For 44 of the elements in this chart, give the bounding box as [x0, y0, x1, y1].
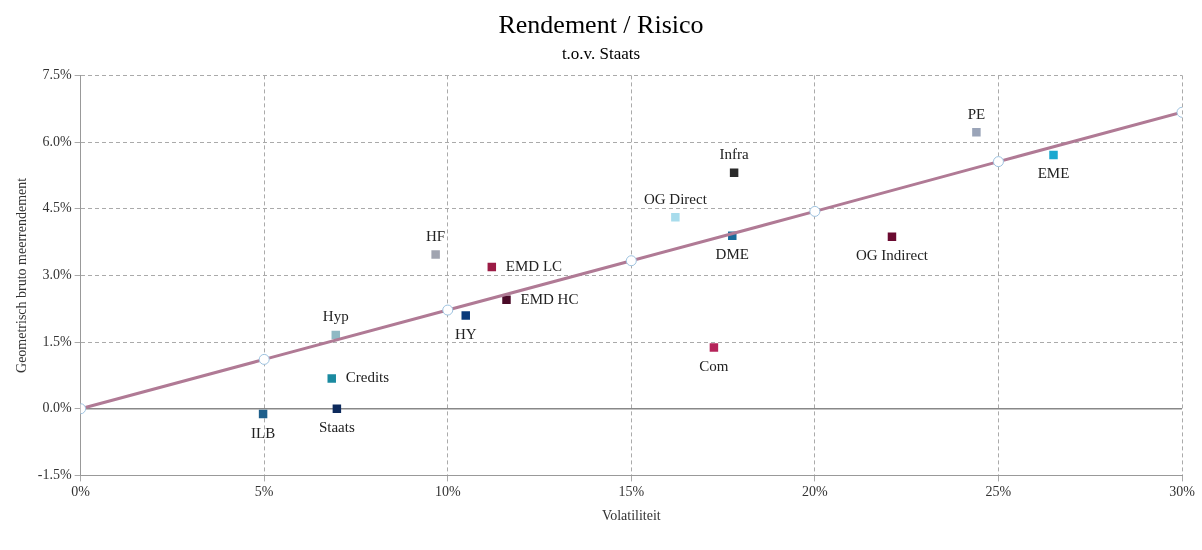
x-tick-label: 15%: [618, 484, 645, 500]
y-tick-label: 0.0%: [42, 400, 72, 416]
y-tick-label: 3.0%: [42, 267, 72, 283]
point: [709, 343, 719, 352]
y-tick-label: 1.5%: [42, 333, 72, 349]
x-tick-label: 0%: [71, 484, 91, 500]
series-label: Com: [699, 357, 729, 374]
y-tick-label: 7.5%: [42, 67, 72, 83]
chart-title: Rendement / Risico: [497, 10, 705, 40]
series-label: HY: [454, 325, 477, 342]
y-axis-title: Geometrisch bruto meerrendement: [14, 177, 30, 373]
series-label: ILB: [251, 424, 276, 441]
series-label: DME: [715, 246, 749, 263]
series-label: OG Indirect: [855, 247, 929, 264]
point: [729, 168, 739, 177]
x-tick-label: 25%: [985, 484, 1012, 500]
chart-subtitle: t.o.v. Staats: [560, 44, 642, 64]
series-label: PE: [967, 105, 986, 122]
point: [461, 311, 470, 320]
point: [972, 128, 981, 137]
point: [671, 212, 680, 222]
x-tick-label: 20%: [802, 484, 829, 500]
series-label: Infra: [719, 146, 750, 163]
series-label: EMD LC: [505, 257, 563, 274]
point: [431, 250, 440, 259]
series-label: HF: [426, 227, 446, 244]
y-tick-label: 6.0%: [42, 133, 72, 149]
x-axis-title: Volatiliteit: [601, 508, 661, 524]
series-label: OG Direct: [643, 190, 708, 207]
point: [332, 404, 342, 413]
x-tick-label: 5%: [254, 484, 274, 500]
point: [327, 374, 336, 383]
point: [502, 295, 511, 305]
series-label: Credits: [345, 369, 390, 386]
x-tick-label: 30%: [1169, 484, 1196, 500]
series-label: Hyp: [322, 308, 349, 325]
y-tick-label: -1.5%: [37, 467, 72, 483]
point: [887, 232, 897, 241]
series-label: Staats: [318, 419, 355, 436]
series-label: EMD HC: [520, 290, 579, 307]
point: [1049, 150, 1058, 160]
x-tick-label: 10%: [434, 484, 461, 500]
y-tick-label: 4.5%: [42, 200, 72, 216]
series-label: EME: [1037, 165, 1070, 182]
